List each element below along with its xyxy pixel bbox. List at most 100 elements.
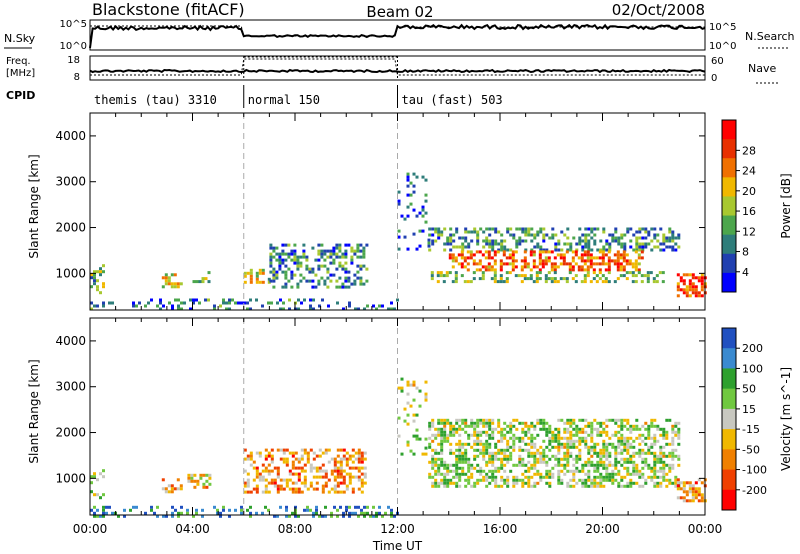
cpid-segment-label: tau (fast) 503	[402, 93, 503, 107]
data-cell	[442, 274, 446, 278]
data-cell	[479, 466, 483, 470]
data-cell	[617, 484, 621, 488]
data-cell	[311, 270, 315, 274]
data-cell	[548, 475, 552, 479]
beam-title: Beam 02	[366, 3, 433, 21]
data-cell	[584, 424, 588, 428]
data-cell	[467, 442, 471, 446]
data-cell	[527, 466, 531, 470]
data-cell	[650, 469, 654, 473]
data-cell	[461, 466, 465, 470]
data-cell	[635, 469, 639, 473]
data-cell	[536, 418, 540, 422]
data-cell	[691, 487, 695, 491]
data-cell	[559, 256, 563, 260]
data-cell	[428, 227, 432, 231]
data-cell	[437, 481, 441, 485]
data-cell	[688, 285, 692, 289]
data-cell	[267, 463, 271, 467]
data-cell	[557, 448, 561, 452]
data-cell	[694, 487, 698, 491]
data-cell	[532, 250, 536, 254]
data-cell	[105, 505, 108, 509]
data-cell	[351, 454, 355, 458]
freq-label: Freq.	[6, 56, 31, 67]
data-cell	[616, 253, 620, 257]
data-cell	[284, 282, 288, 286]
data-cell	[671, 448, 675, 452]
data-cell	[208, 482, 212, 486]
data-cell	[635, 451, 639, 455]
data-cell	[550, 250, 554, 254]
data-cell	[638, 242, 642, 246]
data-cell	[357, 451, 361, 455]
data-cell	[544, 280, 548, 284]
data-cell	[551, 433, 555, 437]
data-cell	[617, 445, 621, 449]
data-cell	[186, 511, 189, 515]
data-cell	[488, 451, 492, 455]
data-cell	[527, 484, 531, 488]
noise-right-tick-bottom: 10^0	[709, 41, 736, 52]
data-cell	[434, 436, 438, 440]
y-tick-label: 3000	[55, 175, 86, 189]
data-cell	[596, 454, 600, 458]
data-cell	[596, 427, 600, 431]
data-cell	[539, 227, 543, 231]
data-cell	[518, 445, 522, 449]
data-cell	[437, 427, 441, 431]
data-cell	[523, 274, 527, 278]
data-cell	[644, 451, 648, 455]
data-cell	[691, 288, 695, 292]
data-cell	[464, 442, 468, 446]
data-cell	[473, 448, 477, 452]
data-cell	[333, 466, 337, 470]
data-cell	[641, 457, 645, 461]
data-cell	[614, 472, 618, 476]
data-cell	[406, 214, 410, 218]
data-cell	[590, 460, 594, 464]
data-cell	[249, 511, 252, 515]
data-cell	[596, 475, 600, 479]
data-cell	[614, 239, 618, 243]
data-cell	[93, 493, 96, 497]
data-cell	[566, 436, 570, 440]
cpid-segment-label: normal 150	[248, 93, 320, 107]
data-cell	[527, 233, 531, 237]
data-cell	[682, 273, 686, 277]
data-cell	[267, 301, 270, 305]
data-cell	[189, 298, 192, 302]
data-cell	[544, 274, 548, 278]
data-cell	[595, 256, 599, 260]
data-cell	[674, 448, 678, 452]
data-cell	[363, 511, 366, 515]
data-cell	[509, 227, 513, 231]
data-cell	[584, 484, 588, 488]
data-cell	[482, 430, 486, 434]
data-cell	[243, 481, 247, 485]
data-cell	[653, 433, 657, 437]
data-cell	[614, 230, 618, 234]
colorbar-tick-label: 15	[742, 403, 756, 416]
data-cell	[415, 175, 419, 179]
data-cell	[602, 439, 606, 443]
data-cell	[599, 433, 603, 437]
data-cell	[506, 424, 510, 428]
data-cell	[452, 424, 456, 428]
data-cell	[428, 475, 432, 479]
data-cell	[276, 484, 280, 488]
data-cell	[485, 227, 489, 231]
data-cell	[451, 280, 455, 284]
data-cell	[323, 279, 327, 283]
data-cell	[458, 454, 462, 458]
data-cell	[464, 484, 468, 488]
data-cell	[572, 469, 576, 473]
data-cell	[500, 478, 504, 482]
data-cell	[102, 514, 105, 518]
data-cell	[306, 457, 310, 461]
data-cell	[466, 250, 470, 254]
data-cell	[512, 442, 516, 446]
data-cell	[674, 478, 678, 482]
data-cell	[284, 252, 288, 256]
